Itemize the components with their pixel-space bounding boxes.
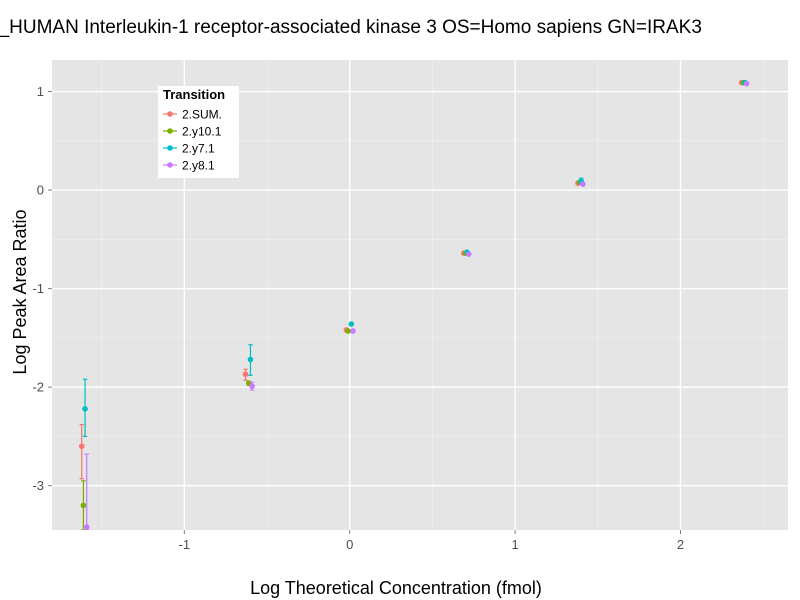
data-point: [348, 321, 355, 327]
x-tick-label: -1: [179, 537, 191, 552]
legend-label: 2.y8.1: [182, 159, 215, 173]
legend-label: 2.y10.1: [182, 125, 222, 139]
legend-key-point: [167, 145, 173, 151]
y-tick-label: 1: [37, 84, 44, 99]
x-axis-title: Log Theoretical Concentration (fmol): [250, 578, 542, 598]
chart-title: 3_HUMAN Interleukin-1 receptor-associate…: [0, 17, 702, 38]
series-2.y8.1: [83, 80, 750, 530]
legend-key-point: [167, 162, 173, 168]
legend: Transition 2.SUM. 2.y10.1 2.y7.1 2.y8.1: [158, 86, 239, 178]
y-axis-title: Log Peak Area Ratio: [10, 209, 30, 374]
data-layer: [78, 79, 750, 530]
legend-label: 2.y7.1: [182, 142, 215, 156]
axes: -1 0 1 2 1 0 -1 -2 -3: [32, 84, 684, 552]
data-point: [242, 371, 249, 378]
legend-items: 2.SUM. 2.y10.1 2.y7.1 2.y8.1: [163, 108, 222, 173]
legend-label: 2.SUM.: [182, 108, 222, 122]
legend-title: Transition: [163, 87, 225, 102]
y-tick-label: -2: [32, 380, 44, 395]
data-point: [80, 502, 87, 509]
data-point: [580, 181, 586, 187]
data-point: [83, 524, 90, 530]
legend-key-point: [167, 128, 173, 134]
x-tick-label: 1: [511, 537, 518, 552]
data-point: [743, 80, 750, 87]
data-point: [350, 328, 356, 334]
data-point: [345, 328, 351, 334]
legend-key-point: [167, 111, 173, 117]
data-point: [78, 443, 85, 450]
data-point: [247, 356, 254, 363]
y-tick-label: -3: [32, 478, 44, 493]
data-point: [82, 406, 88, 412]
data-point: [465, 251, 472, 257]
data-point: [249, 383, 255, 389]
x-tick-label: 0: [346, 537, 353, 552]
x-tick-label: 2: [677, 537, 684, 552]
y-tick-label: -1: [32, 281, 44, 296]
y-tick-label: 0: [37, 183, 44, 198]
